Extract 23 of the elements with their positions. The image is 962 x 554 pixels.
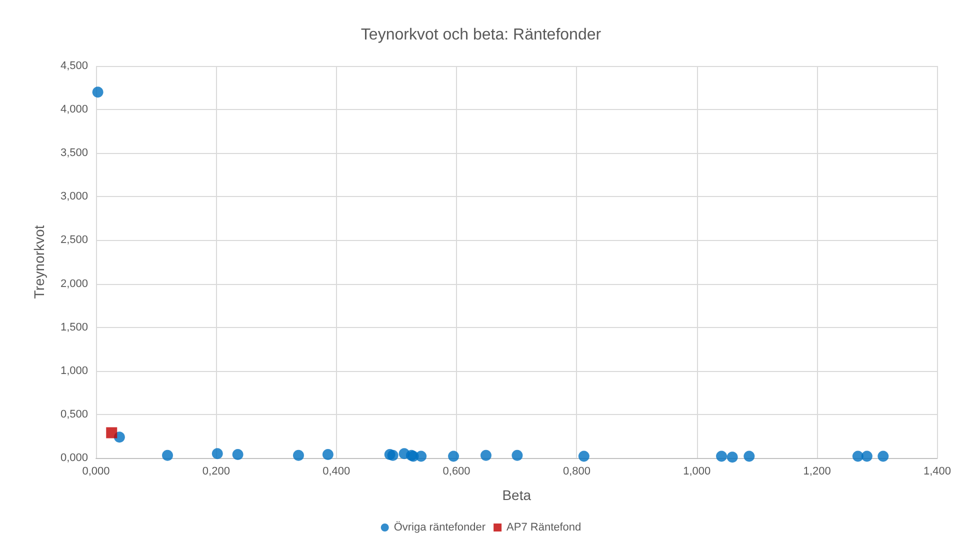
y-tick-label: 1,000 — [60, 364, 88, 377]
legend-label: AP7 Räntefond — [506, 522, 582, 534]
y-tick-label: 0,000 — [60, 452, 88, 464]
x-tick-label: 0,400 — [322, 466, 350, 478]
x-tick-label: 0,800 — [562, 466, 590, 478]
y-tick-label: 4,500 — [60, 60, 88, 72]
y-tick-label: 1,500 — [60, 321, 88, 334]
chart-title: Teynorkvot och beta: Räntefonder — [360, 26, 602, 44]
x-tick-label: 0,600 — [442, 466, 470, 478]
y-tick-label: 2,500 — [60, 234, 88, 246]
x-tick-label: 1,000 — [683, 466, 711, 478]
y-tick-label: 2,000 — [60, 278, 88, 290]
y-tick-label: 0,500 — [60, 408, 88, 420]
x-tick-label: 0,200 — [202, 466, 230, 478]
y-axis-title: Treynorkvot — [31, 225, 47, 299]
x-tick-label: 1,200 — [803, 466, 831, 478]
y-tick-label: 3,500 — [60, 147, 88, 160]
y-tick-label: 4,000 — [60, 104, 88, 116]
x-tick-label: 0,000 — [82, 466, 110, 478]
x-tick-label: 1,400 — [923, 466, 951, 478]
x-axis-title: Beta — [502, 487, 532, 503]
y-tick-label: 3,000 — [60, 190, 88, 203]
legend-label: Övriga räntefonder — [394, 520, 486, 534]
